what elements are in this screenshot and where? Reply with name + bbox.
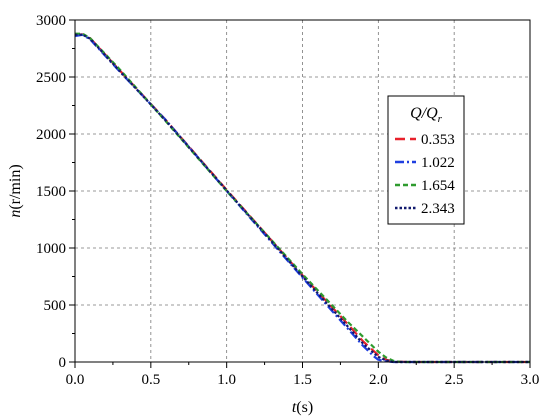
- y-tick-label: 2500: [36, 70, 66, 86]
- axis-ticks: [69, 19, 531, 368]
- legend-label: 1.654: [421, 178, 455, 194]
- y-tick-label: 1000: [36, 241, 66, 257]
- y-tick-label: 500: [44, 298, 67, 314]
- legend-label: 1.022: [421, 155, 455, 171]
- series-line-2.343: [74, 33, 530, 364]
- y-tick-label: 0: [59, 355, 67, 371]
- x-tick-label: 2.5: [445, 372, 464, 388]
- x-tick-label: 0.5: [141, 372, 160, 388]
- x-tick-labels: 0.0 0.5 1.0 1.5 2.0 2.5 3.0: [66, 372, 540, 388]
- x-tick-label: 0.0: [66, 372, 85, 388]
- legend-label: 2.343: [421, 201, 455, 217]
- legend-title: Q/Qr: [410, 105, 443, 125]
- y-tick-labels: 0 500 1000 1500 2000 2500 3000: [36, 13, 66, 371]
- x-tick-label: 2.0: [369, 372, 388, 388]
- x-axis-var: t: [292, 399, 297, 416]
- legend-items: 0.353 1.022 1.654 2.343: [395, 132, 455, 217]
- x-axis-unit: (s): [296, 399, 313, 416]
- y-tick-label: 2000: [36, 127, 66, 143]
- x-tick-label: 1.5: [293, 372, 312, 388]
- x-tick-label: 1.0: [217, 372, 236, 388]
- series-layer: [74, 32, 530, 364]
- legend: Q/Qr 0.353 1.022 1.654 2.343: [387, 95, 465, 225]
- y-tick-label: 1500: [36, 184, 66, 200]
- x-axis-label: t(s): [292, 399, 313, 416]
- y-axis-unit: (r/min): [7, 164, 24, 209]
- legend-title-main: Q/Q: [410, 105, 438, 122]
- legend-label: 0.353: [421, 132, 455, 148]
- y-tick-label: 3000: [36, 13, 66, 29]
- x-tick-label: 3.0: [521, 372, 540, 388]
- legend-box: [387, 95, 465, 225]
- legend-title-sub: r: [438, 113, 443, 125]
- y-axis-var: n: [7, 210, 24, 218]
- y-axis-label: n(r/min): [7, 164, 24, 217]
- series-line-1.654: [75, 32, 530, 364]
